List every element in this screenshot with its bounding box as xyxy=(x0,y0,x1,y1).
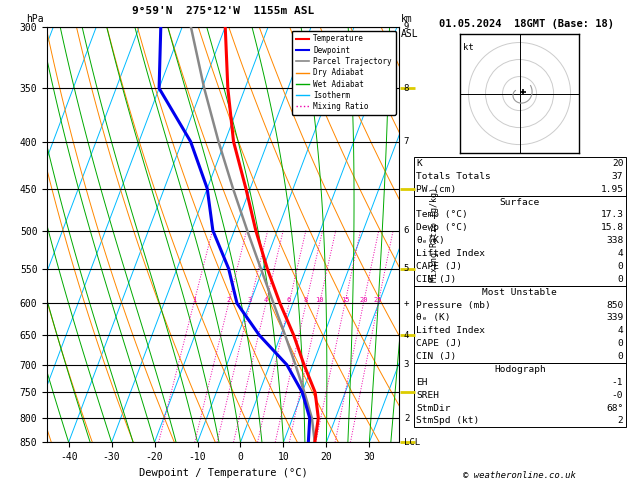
Text: 20: 20 xyxy=(612,159,623,168)
Text: θₑ(K): θₑ(K) xyxy=(416,236,445,245)
Text: 4: 4 xyxy=(618,326,623,335)
Text: 8: 8 xyxy=(304,297,308,303)
Text: -0: -0 xyxy=(612,391,623,400)
Text: 7: 7 xyxy=(404,137,409,146)
Text: Totals Totals: Totals Totals xyxy=(416,172,491,181)
Text: km: km xyxy=(401,14,413,24)
Text: 6: 6 xyxy=(404,226,409,235)
Text: 0: 0 xyxy=(618,262,623,271)
Text: StmSpd (kt): StmSpd (kt) xyxy=(416,417,480,426)
Text: 1.95: 1.95 xyxy=(600,185,623,194)
Text: 4: 4 xyxy=(618,249,623,258)
Text: 4: 4 xyxy=(264,297,268,303)
Text: -1: -1 xyxy=(612,378,623,387)
Text: SREH: SREH xyxy=(416,391,440,400)
Text: 37: 37 xyxy=(612,172,623,181)
Text: 9: 9 xyxy=(404,22,409,31)
Legend: Temperature, Dewpoint, Parcel Trajectory, Dry Adiabat, Wet Adiabat, Isotherm, Mi: Temperature, Dewpoint, Parcel Trajectory… xyxy=(292,31,396,115)
Text: 9°59'N  275°12'W  1155m ASL: 9°59'N 275°12'W 1155m ASL xyxy=(132,6,314,16)
Text: 850: 850 xyxy=(606,300,623,310)
Text: Pressure (mb): Pressure (mb) xyxy=(416,300,491,310)
Text: Mixing Ratio (g/kg): Mixing Ratio (g/kg) xyxy=(430,187,438,282)
Text: Dewp (°C): Dewp (°C) xyxy=(416,223,468,232)
Text: K: K xyxy=(416,159,422,168)
Text: hPa: hPa xyxy=(26,14,44,24)
Text: CAPE (J): CAPE (J) xyxy=(416,339,462,348)
Text: θₑ (K): θₑ (K) xyxy=(416,313,451,323)
Text: ASL: ASL xyxy=(401,29,418,39)
Text: 01.05.2024  18GMT (Base: 18): 01.05.2024 18GMT (Base: 18) xyxy=(438,19,614,30)
Text: +: + xyxy=(404,299,409,308)
Text: CIN (J): CIN (J) xyxy=(416,352,457,361)
Text: StmDir: StmDir xyxy=(416,403,451,413)
Text: 15: 15 xyxy=(341,297,349,303)
Text: 2: 2 xyxy=(404,414,409,422)
Text: kt: kt xyxy=(464,43,474,52)
Text: 338: 338 xyxy=(606,236,623,245)
Text: Lifted Index: Lifted Index xyxy=(416,326,486,335)
Text: Temp (°C): Temp (°C) xyxy=(416,210,468,220)
Text: 4: 4 xyxy=(404,331,409,340)
Text: EH: EH xyxy=(416,378,428,387)
Text: 68°: 68° xyxy=(606,403,623,413)
Text: 10: 10 xyxy=(315,297,324,303)
Text: 20: 20 xyxy=(359,297,368,303)
Text: 3: 3 xyxy=(248,297,252,303)
Text: 8: 8 xyxy=(404,84,409,93)
X-axis label: Dewpoint / Temperature (°C): Dewpoint / Temperature (°C) xyxy=(139,468,308,478)
Text: LCL: LCL xyxy=(404,438,420,447)
Text: 0: 0 xyxy=(618,339,623,348)
Text: Most Unstable: Most Unstable xyxy=(482,288,557,297)
Text: 15.8: 15.8 xyxy=(600,223,623,232)
Text: 1: 1 xyxy=(192,297,196,303)
Text: PW (cm): PW (cm) xyxy=(416,185,457,194)
Text: 0: 0 xyxy=(618,275,623,284)
Text: 0: 0 xyxy=(618,352,623,361)
Text: CAPE (J): CAPE (J) xyxy=(416,262,462,271)
Text: 3: 3 xyxy=(404,360,409,369)
Text: 339: 339 xyxy=(606,313,623,323)
Text: Surface: Surface xyxy=(500,197,540,207)
Text: CIN (J): CIN (J) xyxy=(416,275,457,284)
Text: Hodograph: Hodograph xyxy=(494,365,546,374)
Text: 2: 2 xyxy=(226,297,231,303)
Text: 2: 2 xyxy=(618,417,623,426)
Text: © weatheronline.co.uk: © weatheronline.co.uk xyxy=(464,471,576,480)
Text: Lifted Index: Lifted Index xyxy=(416,249,486,258)
Text: 6: 6 xyxy=(287,297,291,303)
Text: 5: 5 xyxy=(404,264,409,273)
Text: 25: 25 xyxy=(374,297,382,303)
Text: 17.3: 17.3 xyxy=(600,210,623,220)
